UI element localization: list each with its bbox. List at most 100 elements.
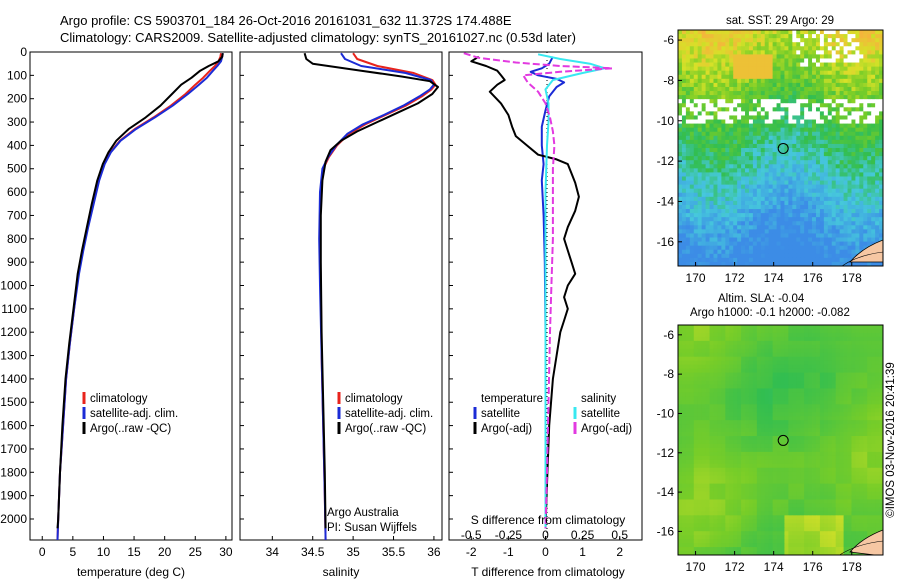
heatmap-cell: [871, 62, 876, 68]
heatmap-cell: [788, 200, 793, 206]
heatmap-cell: [717, 204, 722, 210]
heatmap-cell: [879, 368, 883, 373]
heatmap-cell: [701, 103, 706, 108]
heatmap-cell: [760, 420, 766, 425]
heatmap-cell: [737, 82, 742, 88]
heatmap-cell: [729, 352, 734, 358]
heatmap-cell: [792, 356, 797, 362]
heatmap-cell: [681, 412, 687, 417]
heatmap-cell: [760, 217, 766, 222]
heatmap-cell: [823, 115, 829, 120]
heatmap-cell: [705, 143, 710, 149]
heatmap-cell: [812, 91, 817, 96]
heatmap-cell: [823, 344, 829, 350]
heatmap-cell: [843, 392, 848, 397]
heatmap-cell: [839, 58, 844, 63]
heatmap-cell: [681, 388, 687, 393]
heatmap-cell: [768, 99, 774, 104]
heatmap-cell: [808, 58, 813, 63]
heatmap-cell: [859, 432, 864, 437]
heatmap-cell: [879, 440, 883, 445]
heatmap-cell: [812, 388, 817, 393]
heatmap-cell: [756, 152, 762, 157]
heatmap-cell: [729, 428, 734, 433]
heatmap-cell: [737, 360, 742, 366]
heatmap-cell: [768, 376, 774, 381]
heatmap-cell: [879, 135, 883, 141]
heatmap-cell: [792, 82, 797, 88]
heatmap-cell: [685, 172, 691, 177]
heatmap-cell: [733, 148, 738, 153]
heatmap-cell: [697, 217, 703, 222]
heatmap-cell: [819, 352, 825, 358]
heatmap-cell: [709, 168, 714, 173]
heatmap-cell: [851, 340, 856, 346]
heatmap-cell: [867, 416, 872, 421]
heatmap-cell: [804, 352, 809, 358]
heatmap-cell: [697, 168, 703, 173]
heatmap-cell: [875, 376, 880, 381]
heatmap-cell: [748, 74, 754, 80]
heatmap-cell: [733, 360, 738, 366]
x-tick-label: 35: [346, 545, 360, 559]
heatmap-cell: [748, 241, 754, 247]
heatmap-cell: [741, 115, 746, 120]
heatmap-cell: [741, 440, 746, 445]
heatmap-cell: [847, 143, 852, 149]
heatmap-cell: [808, 229, 813, 234]
heatmap-cell: [737, 396, 742, 401]
heatmap-cell: [784, 245, 789, 251]
map-x-tick-label: 176: [803, 271, 823, 285]
heatmap-cell: [689, 168, 695, 173]
heatmap-cell: [752, 66, 758, 72]
heatmap-cell: [871, 119, 876, 124]
heatmap-cell: [701, 196, 706, 202]
heatmap-cell: [800, 66, 805, 72]
heatmap-cell: [839, 325, 844, 330]
heatmap-cell: [855, 200, 860, 206]
heatmap-cell: [855, 408, 860, 413]
heatmap-cell: [804, 213, 809, 218]
legend-label-t-argo: Argo(-adj): [481, 423, 532, 435]
heatmap-cell: [776, 131, 781, 137]
heatmap-cell: [760, 103, 766, 108]
heatmap-cell: [776, 42, 781, 47]
heatmap-cell: [804, 424, 809, 429]
heatmap-cell: [792, 368, 797, 373]
heatmap-cell: [796, 420, 801, 425]
heatmap-cell: [745, 127, 750, 133]
heatmap-cell: [729, 78, 734, 84]
heatmap-cell: [851, 447, 856, 453]
heatmap-cell: [827, 400, 833, 405]
heatmap-cell: [709, 42, 714, 47]
x-tick-label: 1: [579, 545, 586, 559]
heatmap-cell: [879, 376, 883, 381]
sst-heatmap-cells: [678, 30, 883, 266]
heatmap-cell: [721, 192, 726, 198]
heatmap-cell: [792, 34, 797, 39]
heatmap-cell: [812, 360, 817, 366]
heatmap-cell: [745, 217, 750, 222]
heatmap-cell: [819, 95, 825, 100]
heatmap-cell: [725, 245, 730, 251]
heatmap-cell: [823, 261, 829, 266]
heatmap-cell: [847, 356, 852, 362]
heatmap-cell: [748, 408, 754, 413]
heatmap-cell: [875, 119, 880, 124]
heatmap-cell: [843, 376, 848, 381]
heatmap-cell: [812, 443, 817, 449]
heatmap-cell: [812, 217, 817, 222]
heatmap-cell: [693, 217, 699, 222]
heatmap-cell: [831, 70, 837, 76]
heatmap-cell: [772, 440, 777, 445]
heatmap-cell: [681, 152, 687, 157]
heatmap-cell: [709, 139, 714, 145]
heatmap-cell: [851, 440, 856, 445]
heatmap-cell: [879, 372, 883, 377]
heatmap-cell: [760, 380, 766, 385]
heatmap-cell: [788, 176, 793, 181]
heatmap-cell: [780, 172, 785, 177]
heatmap-cell: [835, 249, 841, 255]
heatmap-cell: [847, 261, 852, 266]
heatmap-cell: [760, 440, 766, 445]
